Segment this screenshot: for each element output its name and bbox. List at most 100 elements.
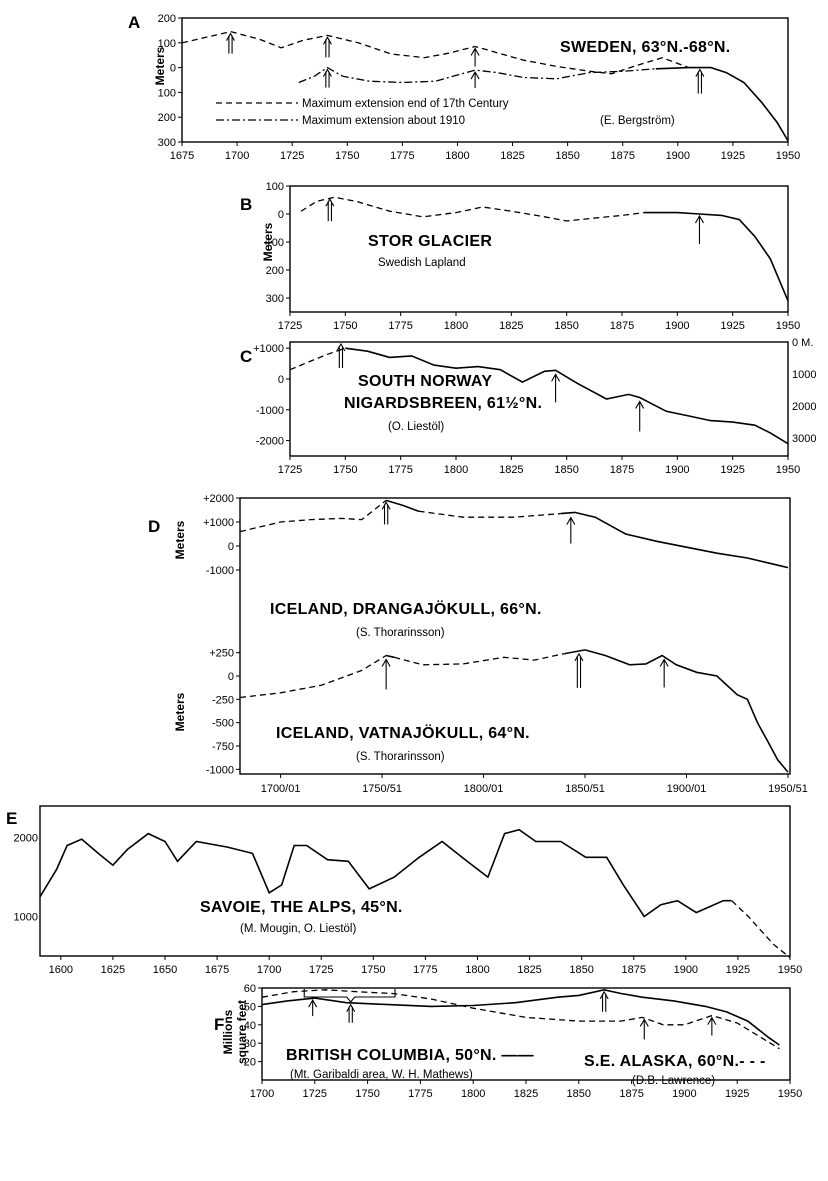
y-tick-label: 0 bbox=[278, 374, 284, 386]
panel-source: (E. Bergström) bbox=[600, 115, 675, 127]
advance-arrow-head bbox=[470, 70, 480, 80]
x-tick-label: 1900 bbox=[666, 150, 690, 162]
y-tick-label: -250 bbox=[212, 694, 234, 706]
panel-d: D +2000 +1000 0 -1000 Meters ICELAND, DRANGAJÖ… bbox=[148, 493, 808, 795]
x-tick-label: 1950 bbox=[776, 150, 800, 162]
y-tick-label: 300 bbox=[266, 293, 284, 305]
panel-f-series-0 bbox=[261, 988, 780, 1046]
y-tick-label: +1000 bbox=[203, 517, 234, 529]
panel-d-series-0 bbox=[239, 499, 387, 533]
x-tick-label: 1675 bbox=[170, 150, 194, 162]
panel-e: E 2000 1000 1600 1625 1650 1675 1700 1725 1750 177… bbox=[6, 805, 802, 976]
advance-arrow-head bbox=[574, 652, 584, 662]
panel-title: SWEDEN, 63°N.-68°N. bbox=[560, 39, 731, 56]
panel-letter: C bbox=[240, 347, 252, 366]
panel-title-2: NIGARDSBREEN, 61½°N. bbox=[344, 395, 542, 412]
x-tick-label: 1875 bbox=[619, 1088, 643, 1100]
panel-c: C +1000 0 -1000 -2000 1725 1750 1775 1800 1825 185… bbox=[240, 337, 816, 476]
panel-title-2: ICELAND, VATNAJÖKULL, 64°N. bbox=[276, 723, 530, 742]
x-tick-label: 1600 bbox=[49, 964, 73, 976]
panel-d-series-1 bbox=[385, 499, 419, 512]
y-tick-label: 200 bbox=[158, 112, 176, 124]
y-tick-label: -1000 bbox=[256, 405, 284, 417]
x-tick-label: 1825 bbox=[517, 964, 541, 976]
advance-arrow-head bbox=[336, 342, 346, 352]
panel-source: Swedish Lapland bbox=[378, 257, 466, 269]
x-tick-label: 1950/51 bbox=[768, 783, 808, 795]
advance-arrow-head bbox=[695, 68, 705, 77]
advance-arrow-head bbox=[694, 214, 704, 224]
y-tick-label: 50 bbox=[244, 1001, 256, 1013]
x-tick-label: 1850 bbox=[567, 1088, 591, 1100]
y-axis-label: Meters bbox=[261, 222, 275, 261]
x-tick-label: 1750/51 bbox=[362, 783, 402, 795]
panel-source-2: (D.B. Lawrence) bbox=[632, 1075, 715, 1087]
x-tick-label: 1725 bbox=[278, 320, 302, 332]
x-tick-label: 1850/51 bbox=[565, 783, 605, 795]
panel-title: BRITISH COLUMBIA, 50°N. —— bbox=[286, 1047, 534, 1064]
panel-d2-series-2 bbox=[394, 652, 565, 666]
panel-source: (M. Mougin, O. Liestöl) bbox=[240, 923, 356, 935]
y-tick-label: 100 bbox=[158, 38, 176, 50]
x-tick-label: 1900 bbox=[665, 320, 689, 332]
x-tick-label: 1900/01 bbox=[667, 783, 707, 795]
advance-arrow-head bbox=[322, 36, 332, 45]
panel-title: SAVOIE, THE ALPS, 45°N. bbox=[200, 899, 403, 916]
y-tick-label: -2000 bbox=[256, 436, 284, 448]
x-tick-label: 1825 bbox=[500, 150, 524, 162]
panel-title: ICELAND, DRANGAJÖKULL, 66°N. bbox=[270, 599, 542, 618]
y-tick-label: -500 bbox=[212, 718, 234, 730]
advance-arrow-head bbox=[551, 373, 561, 382]
y-tick-label: -1000 bbox=[206, 764, 234, 776]
panel-letter: E bbox=[6, 809, 17, 828]
y-tick-label: +250 bbox=[209, 648, 234, 660]
panel-d2-series-1 bbox=[385, 654, 395, 659]
panel-d-series-2 bbox=[418, 510, 561, 518]
panel-a-series-2 bbox=[655, 66, 789, 142]
advance-arrow-head bbox=[381, 658, 391, 667]
advance-arrow-head bbox=[566, 516, 576, 525]
x-tick-label: 1950 bbox=[778, 1088, 802, 1100]
time-bracket bbox=[303, 989, 396, 1003]
panel-letter: A bbox=[128, 13, 140, 32]
x-tick-label: 1750 bbox=[355, 1088, 379, 1100]
panel-frame bbox=[289, 341, 789, 457]
x-tick-label: 1750 bbox=[335, 150, 359, 162]
x-tick-label: 1725 bbox=[278, 464, 302, 476]
x-tick-label: 1700/01 bbox=[261, 783, 301, 795]
y-tick-label: 60 bbox=[244, 983, 256, 995]
panel-f-series-1 bbox=[261, 989, 780, 1050]
legend-entry: Maximum extension end of 17th Century bbox=[302, 98, 509, 110]
panel-b-series-0 bbox=[300, 196, 645, 222]
x-tick-label: 1725 bbox=[280, 150, 304, 162]
panel-d-series-3 bbox=[560, 511, 789, 569]
x-tick-label: 1875 bbox=[610, 320, 634, 332]
y-tick-label: 30 bbox=[244, 1038, 256, 1050]
y-tick-label: -1000 bbox=[206, 565, 234, 577]
panel-b-series-1 bbox=[644, 211, 789, 302]
x-tick-label: 1925 bbox=[720, 464, 744, 476]
y-axis-label: Meters bbox=[153, 46, 167, 85]
x-tick-label: 1675 bbox=[205, 964, 229, 976]
y-tick-label: 0 bbox=[228, 541, 234, 553]
panel-e-series-1 bbox=[731, 900, 791, 959]
y-axis-label: Meters bbox=[173, 520, 187, 559]
panel-c-series-0 bbox=[289, 347, 346, 371]
legend-entry: Maximum extension about 1910 bbox=[302, 115, 465, 127]
advance-arrow-head bbox=[226, 32, 235, 41]
panel-d2-series-0 bbox=[239, 654, 387, 699]
x-tick-label: 1700 bbox=[225, 150, 249, 162]
x-tick-label: 1875 bbox=[622, 964, 646, 976]
panel-source: (O. Liestöl) bbox=[388, 421, 444, 433]
x-tick-label: 1850 bbox=[554, 320, 578, 332]
x-tick-label: 1800 bbox=[444, 464, 468, 476]
x-tick-label: 1850 bbox=[554, 464, 578, 476]
y-tick-label: 1000 bbox=[14, 912, 38, 924]
panel-title: SOUTH NORWAY bbox=[358, 373, 492, 390]
panel-a-series-0 bbox=[181, 30, 690, 75]
y-tick-label: 2000 bbox=[14, 833, 38, 845]
x-tick-label: 1800 bbox=[465, 964, 489, 976]
x-tick-label: 1775 bbox=[413, 964, 437, 976]
advance-arrow-head bbox=[308, 999, 318, 1008]
y-tick-label: 100 bbox=[158, 87, 176, 99]
